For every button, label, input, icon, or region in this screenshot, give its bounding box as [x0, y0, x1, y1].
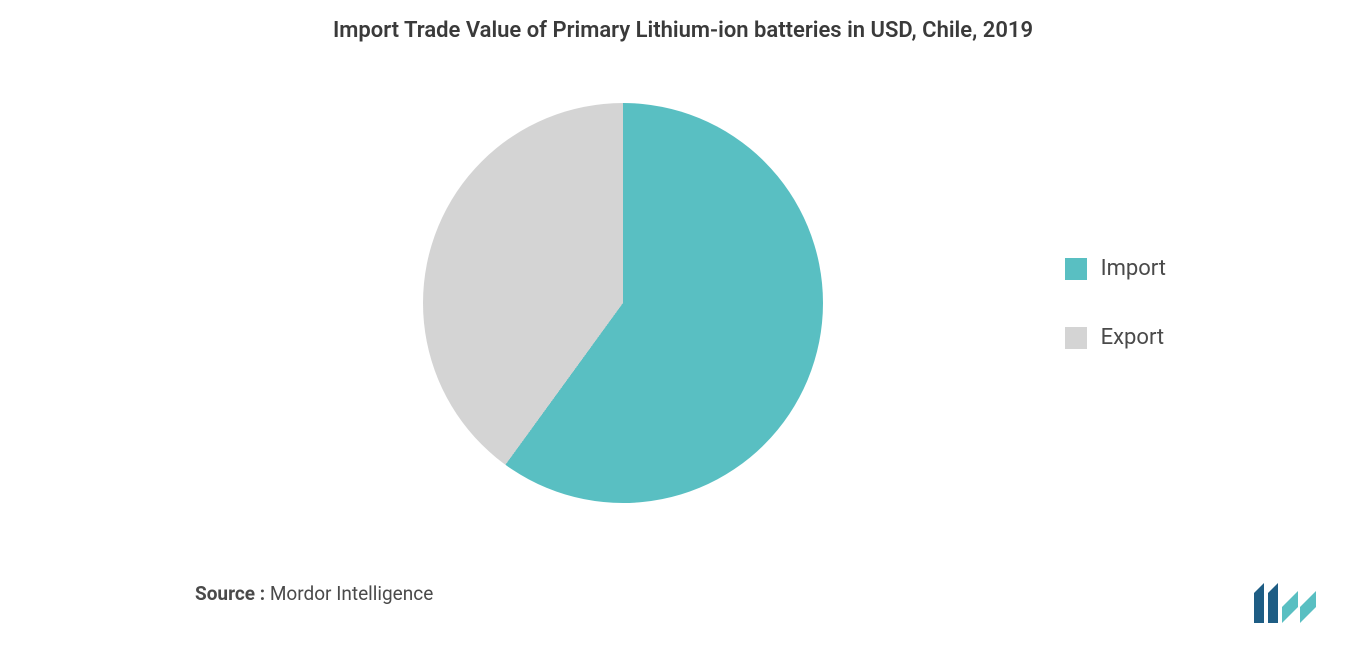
mordor-logo-icon	[1254, 581, 1324, 623]
legend-label-export: Export	[1101, 325, 1165, 350]
legend-swatch-export	[1065, 327, 1087, 349]
chart-container: Import Export	[0, 53, 1366, 553]
chart-title: Import Trade Value of Primary Lithium-io…	[0, 0, 1366, 53]
source-line: Source : Mordor Intelligence	[195, 582, 433, 605]
legend-swatch-import	[1065, 258, 1087, 280]
pie-chart	[423, 103, 823, 503]
source-label: Source :	[195, 582, 265, 605]
source-value: Mordor Intelligence	[270, 582, 433, 605]
brand-logo	[1254, 581, 1324, 623]
legend-item-export: Export	[1065, 325, 1166, 350]
legend-item-import: Import	[1065, 256, 1166, 281]
legend: Import Export	[1065, 256, 1166, 350]
legend-label-import: Import	[1101, 256, 1166, 281]
